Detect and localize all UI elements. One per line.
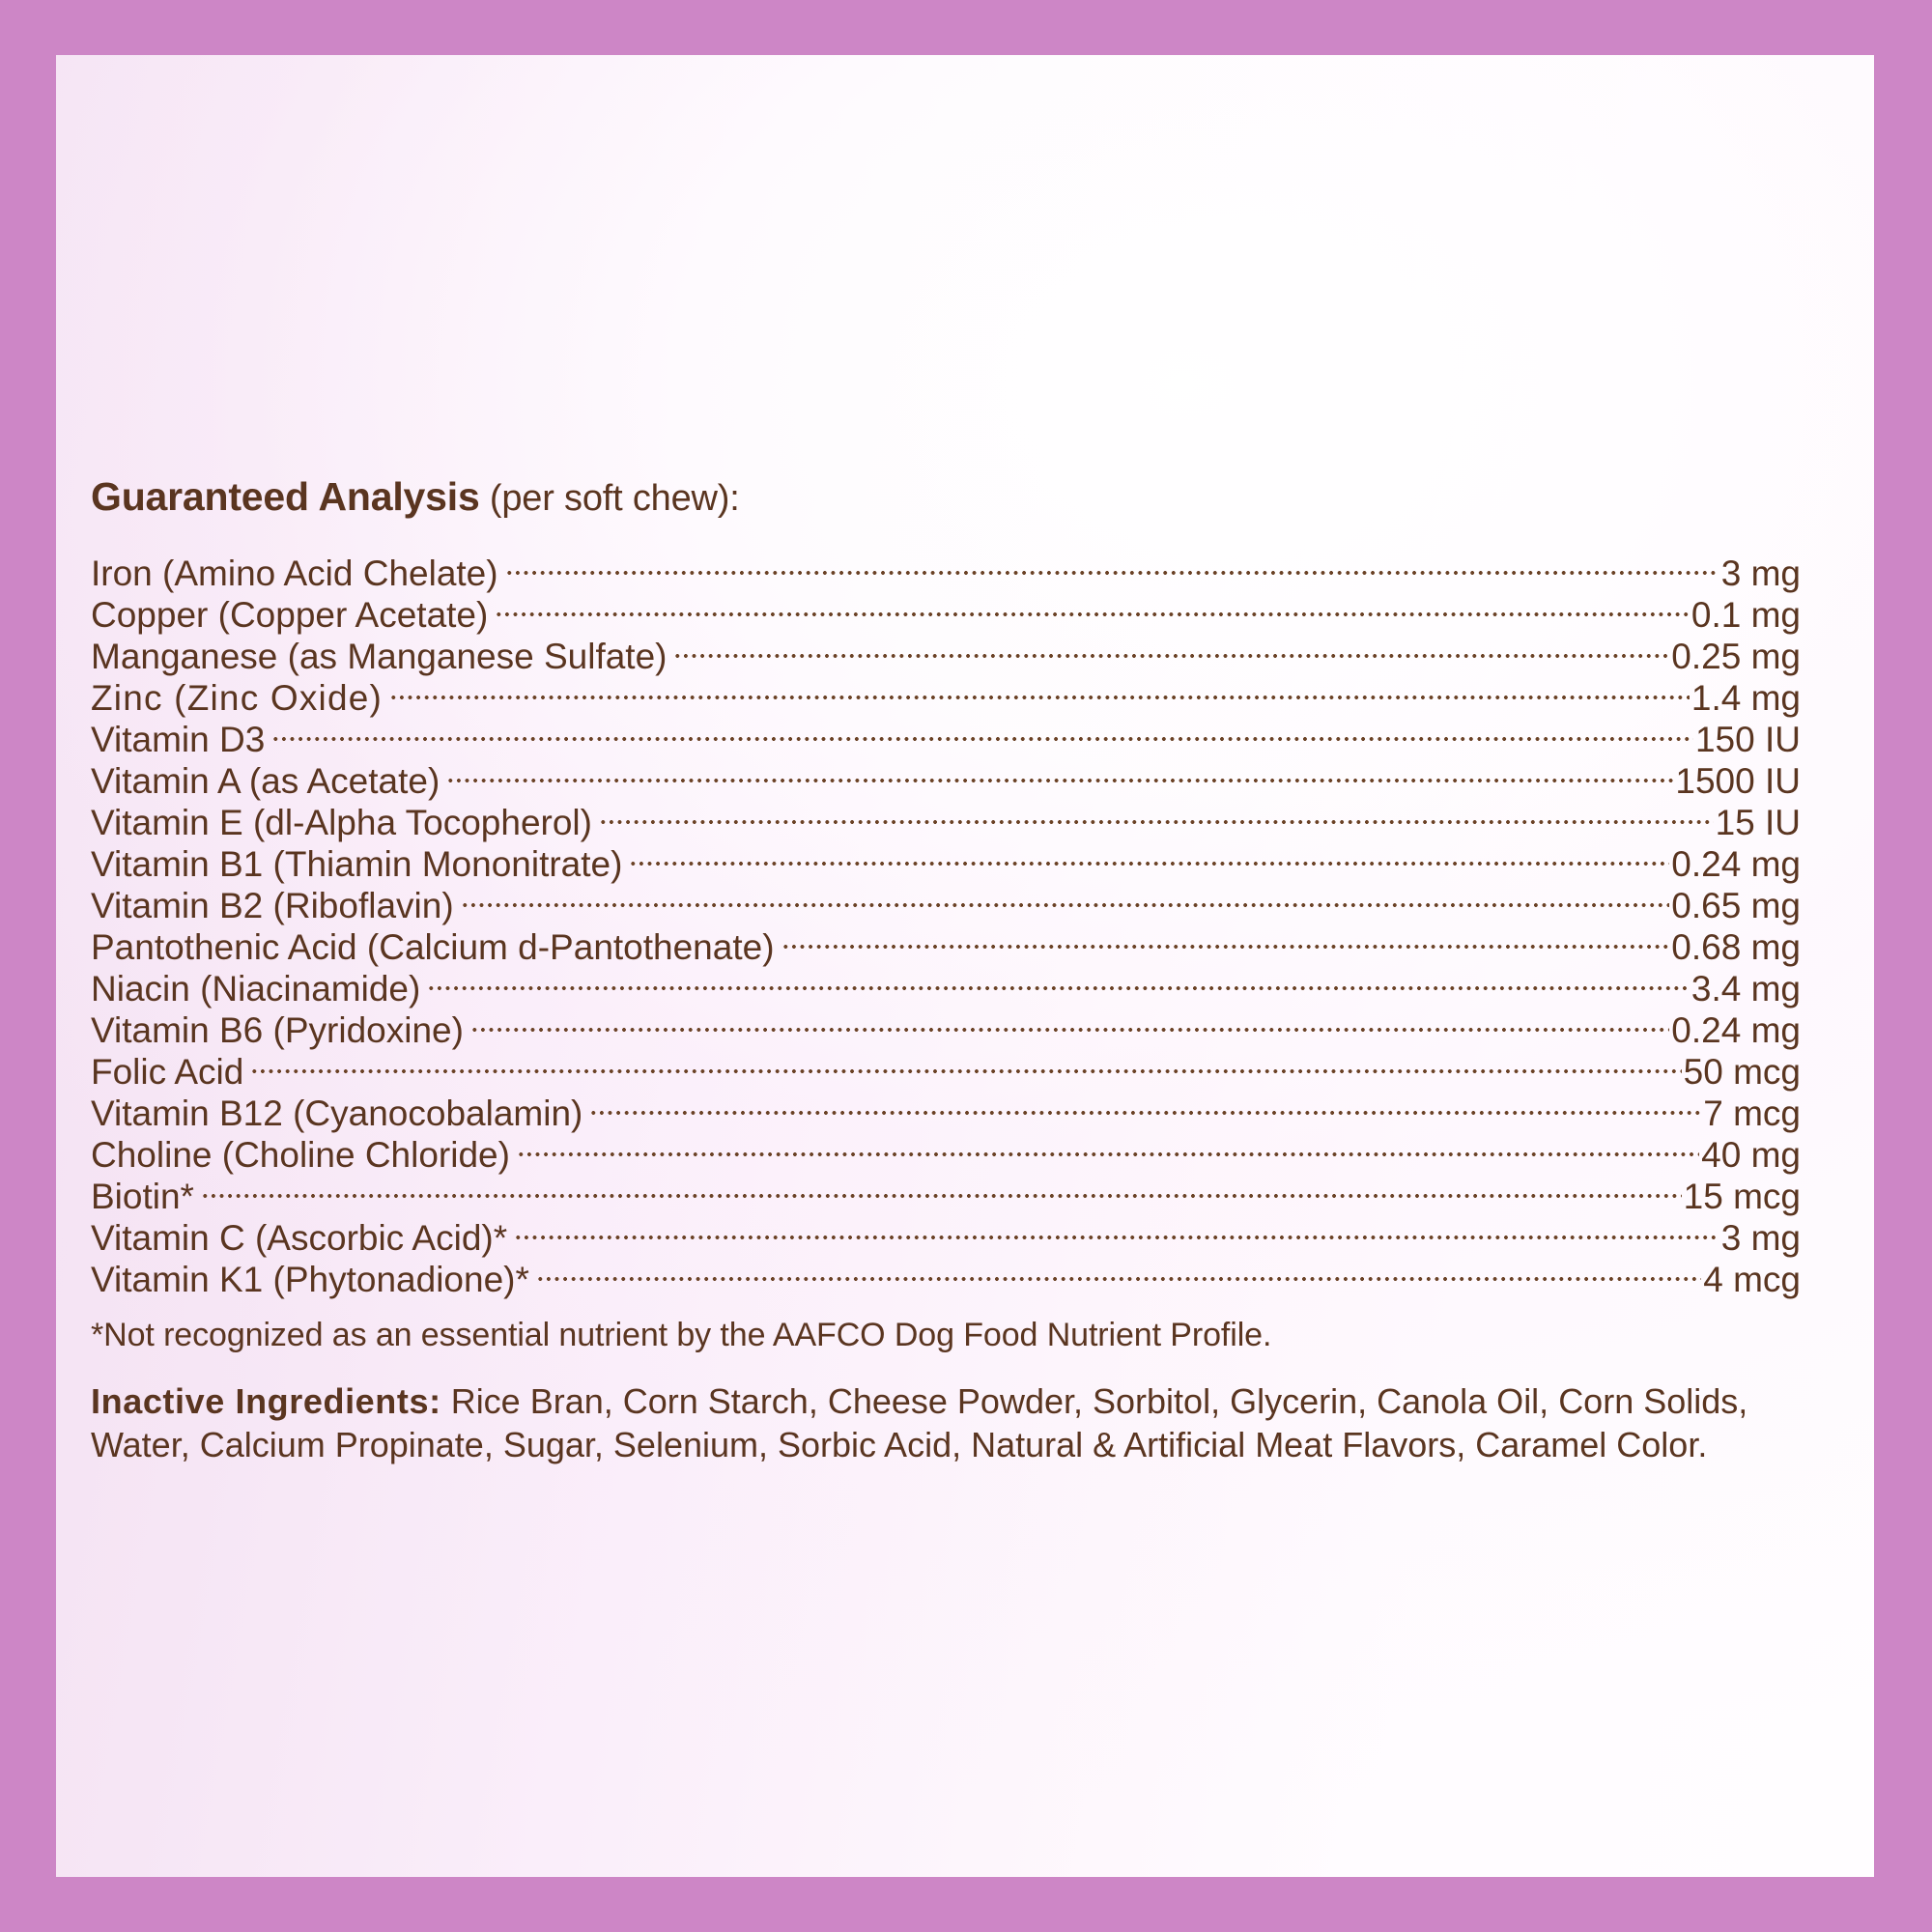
nutrient-value: 0.65 mg	[1671, 886, 1801, 925]
nutrient-name: Vitamin B6 (Pyridoxine)	[91, 1010, 464, 1050]
dot-leader	[781, 918, 1670, 959]
guaranteed-analysis-section: Guaranteed Analysis (per soft chew): Iro…	[91, 477, 1801, 1466]
dot-leader	[516, 1125, 1700, 1167]
inactive-ingredients-block: Inactive Ingredients: Rice Bran, Corn St…	[91, 1379, 1799, 1466]
nutrient-name: Copper (Copper Acetate)	[91, 595, 489, 635]
nutrient-name: Niacin (Niacinamide)	[91, 969, 421, 1009]
nutrient-value: 0.25 mg	[1671, 637, 1801, 676]
nutrient-row: Niacin (Niacinamide) 3.4 mg	[91, 959, 1801, 1009]
nutrient-value: 3 mg	[1720, 1218, 1801, 1258]
inactive-ingredients-line-1: Inactive Ingredients: Rice Bran, Corn St…	[91, 1379, 1799, 1423]
nutrient-row: Copper (Copper Acetate) 0.1 mg	[91, 585, 1801, 635]
nutrient-value: 0.24 mg	[1671, 1010, 1801, 1050]
nutrient-value: 3 mg	[1720, 554, 1801, 593]
nutrient-row: Manganese (as Manganese Sulfate) 0.25 mg	[91, 627, 1801, 676]
nutrient-name: Vitamin A (as Acetate)	[91, 761, 440, 801]
nutrient-name: Vitamin B12 (Cyanocobalamin)	[91, 1094, 583, 1133]
nutrient-row: Choline (Choline Chloride) 40 mg	[91, 1125, 1801, 1175]
nutrient-name: Pantothenic Acid (Calcium d-Pantothenate…	[91, 927, 775, 967]
dot-leader	[427, 959, 1690, 1001]
nutrient-name: Vitamin K1 (Phytonadione)*	[91, 1260, 529, 1299]
nutrient-row: Iron (Amino Acid Chelate) 3 mg	[91, 544, 1801, 593]
nutrient-row: Pantothenic Acid (Calcium d-Pantothenate…	[91, 918, 1801, 967]
nutrient-list: Iron (Amino Acid Chelate) 3 mg Copper (Cop…	[91, 544, 1801, 1299]
nutrient-value: 0.68 mg	[1671, 927, 1801, 967]
dot-leader	[514, 1208, 1719, 1250]
nutrient-name: Manganese (as Manganese Sulfate)	[91, 637, 668, 676]
guaranteed-analysis-heading: Guaranteed Analysis (per soft chew):	[91, 474, 1801, 519]
aafco-footnote: *Not recognized as an essential nutrient…	[91, 1317, 1272, 1353]
nutrient-name: Vitamin B2 (Riboflavin)	[91, 886, 454, 925]
nutrient-row: Vitamin E (dl-Alpha Tocopherol) 15 IU	[91, 793, 1801, 842]
nutrient-value: 150 IU	[1694, 720, 1801, 759]
label-panel: Guaranteed Analysis (per soft chew): Iro…	[56, 55, 1874, 1877]
dot-leader	[495, 585, 1690, 627]
dot-leader	[389, 668, 1690, 710]
dot-leader	[673, 627, 1670, 668]
nutrient-row: Vitamin C (Ascorbic Acid)* 3 mg	[91, 1208, 1801, 1258]
nutrient-value: 3.4 mg	[1690, 969, 1801, 1009]
dot-leader	[460, 876, 1670, 918]
nutrient-row: Vitamin K1 (Phytonadione)* 4 mcg	[91, 1250, 1801, 1299]
nutrient-value: 40 mg	[1701, 1135, 1801, 1175]
nutrient-row: Biotin* 15 mcg	[91, 1167, 1801, 1216]
nutrient-name: Biotin*	[91, 1177, 194, 1216]
dot-leader	[446, 752, 1674, 793]
dot-leader	[589, 1084, 1702, 1125]
nutrient-value: 7 mcg	[1703, 1094, 1801, 1133]
nutrient-row: Zinc (Zinc Oxide) 1.4 mg	[91, 668, 1801, 718]
dot-leader	[271, 710, 1693, 752]
nutrient-row: Vitamin B6 (Pyridoxine) 0.24 mg	[91, 1001, 1801, 1050]
dot-leader	[250, 1042, 1682, 1084]
nutrient-name: Vitamin B1 (Thiamin Mononitrate)	[91, 844, 623, 884]
dot-leader	[535, 1250, 1702, 1292]
dot-leader	[629, 835, 1670, 876]
inactive-ingredients-line-2: Water, Calcium Propinate, Sugar, Seleniu…	[91, 1425, 1708, 1464]
nutrient-row: Vitamin B2 (Riboflavin) 0.65 mg	[91, 876, 1801, 925]
nutrient-name: Zinc (Zinc Oxide)	[91, 678, 384, 718]
dot-leader	[469, 1001, 1670, 1042]
inactive-ingredients-text-1: Rice Bran, Corn Starch, Cheese Powder, S…	[440, 1381, 1748, 1421]
dot-leader	[504, 544, 1719, 585]
nutrient-value: 4 mcg	[1703, 1260, 1801, 1299]
nutrient-value: 0.1 mg	[1690, 595, 1801, 635]
nutrient-name: Iron (Amino Acid Chelate)	[91, 554, 498, 593]
nutrient-row: Vitamin A (as Acetate) 1500 IU	[91, 752, 1801, 801]
guaranteed-analysis-title: Guaranteed Analysis	[91, 474, 480, 519]
nutrient-name: Choline (Choline Chloride)	[91, 1135, 510, 1175]
nutrient-row: Vitamin B1 (Thiamin Mononitrate) 0.24 mg	[91, 835, 1801, 884]
nutrient-value: 0.24 mg	[1671, 844, 1801, 884]
nutrient-value: 1.4 mg	[1690, 678, 1801, 718]
nutrient-value: 1500 IU	[1675, 761, 1801, 801]
nutrient-name: Vitamin C (Ascorbic Acid)*	[91, 1218, 508, 1258]
dot-leader	[200, 1167, 1682, 1208]
nutrient-row: Folic Acid 50 mcg	[91, 1042, 1801, 1092]
dot-leader	[598, 793, 1714, 835]
nutrient-name: Vitamin D3	[91, 720, 266, 759]
nutrient-value: 15 IU	[1715, 803, 1801, 842]
nutrient-row: Vitamin B12 (Cyanocobalamin) 7 mcg	[91, 1084, 1801, 1133]
inactive-ingredients-label: Inactive Ingredients:	[91, 1381, 441, 1421]
nutrient-value: 15 mcg	[1683, 1177, 1801, 1216]
nutrient-name: Vitamin E (dl-Alpha Tocopherol)	[91, 803, 592, 842]
nutrient-row: Vitamin D3 150 IU	[91, 710, 1801, 759]
nutrient-value: 50 mcg	[1683, 1052, 1801, 1092]
nutrient-name: Folic Acid	[91, 1052, 244, 1092]
guaranteed-analysis-subtitle: (per soft chew):	[479, 478, 740, 519]
